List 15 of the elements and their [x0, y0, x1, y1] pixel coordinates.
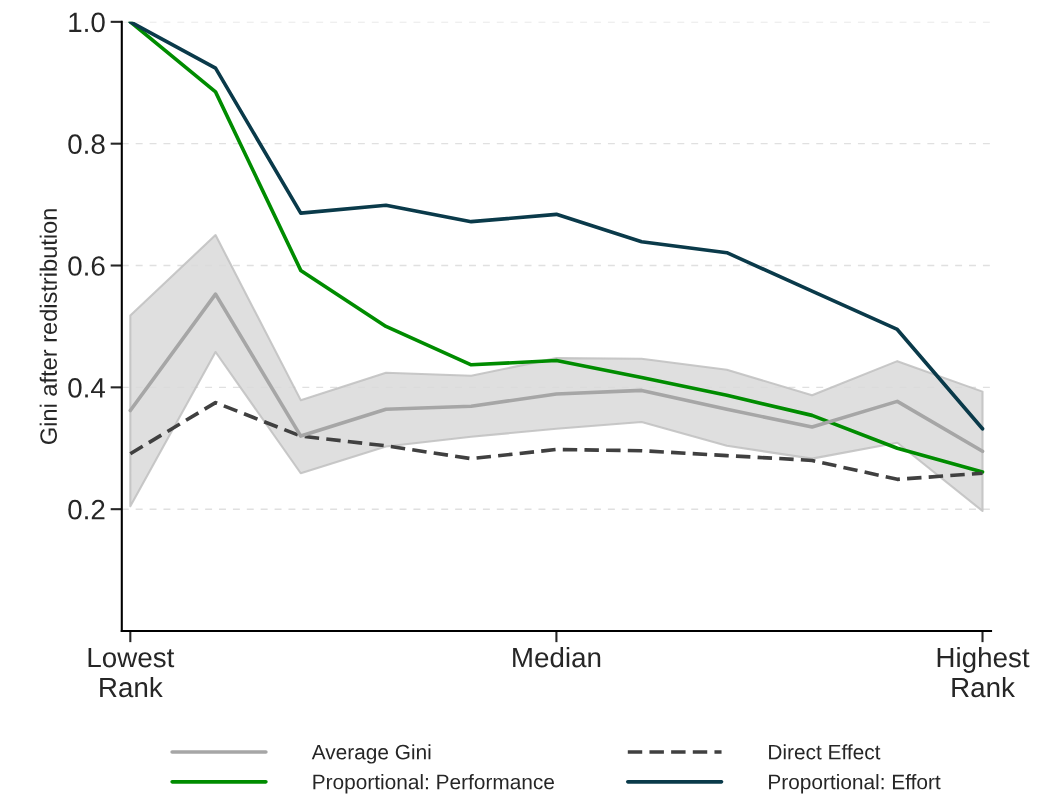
legend-label: Average Gini: [311, 744, 431, 764]
y-tick-label: 0.8: [68, 134, 105, 155]
y-tick-label: 0.4: [68, 378, 106, 398]
line-series: [128, 400, 985, 482]
y-tick-label: 0.6: [68, 256, 105, 276]
legend-label: Direct Effect: [769, 744, 881, 760]
x-tick-label: Highest Rank: [937, 646, 1030, 698]
x-tick-label: Median: [513, 646, 601, 668]
line-series: [128, 292, 985, 454]
y-tick-label: 1.0: [69, 12, 105, 33]
y-axis-title: Gini after redistribution: [39, 209, 57, 444]
legend-label: Proportional: Performance: [313, 774, 554, 794]
y-tick-label: 0.2: [68, 499, 105, 520]
x-tick-label: Lowest Rank: [88, 648, 175, 698]
legend-label: Proportional: Effort: [769, 774, 941, 794]
